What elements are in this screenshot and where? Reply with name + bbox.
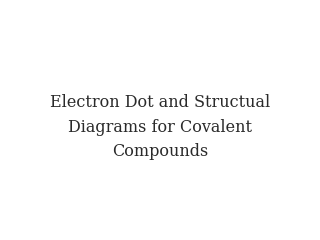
Text: Electron Dot and Structual
Diagrams for Covalent
Compounds: Electron Dot and Structual Diagrams for …: [50, 94, 270, 161]
